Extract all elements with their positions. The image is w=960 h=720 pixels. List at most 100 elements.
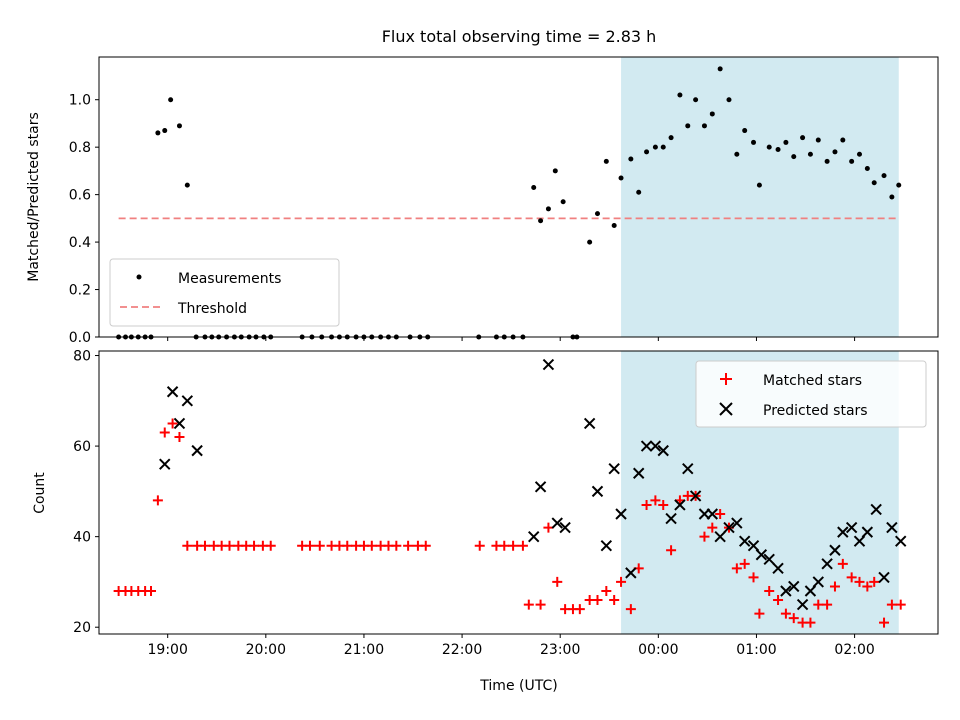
predicted-star-point — [559, 521, 571, 534]
top-observing-window-shade — [621, 57, 899, 337]
measurement-point — [800, 135, 806, 141]
measurement-point — [545, 206, 551, 212]
predicted-star-point — [763, 553, 775, 565]
measurement-point — [162, 128, 168, 134]
x-tick-label: 00:00 — [638, 642, 678, 658]
matched-star-point — [167, 418, 178, 429]
matched-star-point — [773, 595, 784, 606]
matched-star-point — [616, 576, 627, 587]
top-legend: Measurements Threshold — [109, 258, 340, 327]
predicted-star-point — [714, 530, 726, 543]
matched-star-point — [879, 617, 890, 628]
matched-star-point — [609, 595, 620, 606]
measurement-point — [766, 144, 772, 150]
matched-star-point — [174, 432, 185, 443]
matched-star-point — [159, 427, 170, 438]
predicted-star-point — [723, 521, 735, 534]
bottom-plot-frame — [98, 350, 939, 635]
matched-star-point — [304, 540, 315, 551]
matched-star-point — [517, 540, 528, 551]
matched-star-point — [869, 576, 880, 587]
predicted-star-point — [796, 598, 809, 611]
matched-star-point — [739, 558, 750, 569]
predicted-star-point — [173, 417, 186, 430]
measurement-point — [560, 199, 566, 205]
matched-star-point — [474, 540, 485, 551]
measurement-point — [652, 144, 658, 150]
predicted-star-point — [528, 530, 540, 543]
measurement-points — [116, 66, 902, 340]
matched-star-point — [650, 495, 661, 506]
measurement-point — [552, 168, 558, 174]
predicted-star-point — [640, 440, 653, 452]
matched-star-point — [199, 540, 210, 551]
measurement-point — [726, 97, 732, 103]
predicted-star-point — [895, 535, 907, 547]
matched-star-points — [113, 418, 906, 628]
predicted-star-point — [780, 585, 792, 597]
bottom-legend: Matched stars Predicted stars — [695, 360, 927, 428]
predicted-star-point — [181, 395, 194, 407]
matched-star-point — [805, 617, 816, 628]
predicted-star-point — [534, 481, 547, 493]
x-tick-label: 01:00 — [736, 642, 776, 658]
top-y-tick-label: 0.4 — [69, 235, 91, 251]
predicted-star-point — [812, 576, 824, 588]
matched-star-point — [499, 540, 510, 551]
measurement-point — [155, 130, 161, 136]
matched-star-point — [574, 604, 585, 615]
matched-star-point — [543, 522, 554, 533]
matched-star-point — [508, 540, 519, 551]
measurement-point — [531, 185, 537, 191]
predicted-star-point — [804, 585, 817, 597]
bottom-axis-ticks: 19:00 20:00 21:00 22:00 23:00 00:00 01:00 02:00… — [73, 349, 875, 658]
matched-star-point — [788, 613, 799, 624]
measurement-point — [775, 147, 781, 153]
measurement-point — [824, 158, 830, 164]
matched-star-point — [829, 581, 840, 592]
matched-star-point — [601, 585, 612, 596]
matched-star-point — [862, 581, 873, 592]
predicted-star-point — [731, 517, 743, 529]
bottom-y-tick-label: 20 — [73, 620, 91, 636]
matched-star-point — [535, 599, 546, 610]
matched-star-point — [403, 540, 414, 551]
matched-star-point — [731, 563, 742, 574]
matched-star-point — [895, 599, 906, 610]
measurement-point — [815, 137, 821, 143]
matched-star-point — [813, 599, 824, 610]
measurement-point — [168, 97, 174, 103]
legend-matched-label: Matched stars — [763, 373, 862, 389]
matched-star-point — [420, 540, 431, 551]
measurement-point — [618, 175, 624, 181]
top-y-tick-label: 0.6 — [69, 188, 91, 204]
top-plot-frame — [98, 56, 939, 338]
bottom-y-tick-label: 60 — [73, 439, 91, 455]
matched-star-point — [754, 608, 765, 619]
measurement-point — [783, 139, 789, 145]
x-axis-label: Time (UTC) — [479, 678, 557, 694]
measurement-point — [636, 189, 642, 195]
measurement-point — [849, 158, 855, 164]
predicted-star-point — [837, 526, 849, 538]
legend-matched-marker — [720, 373, 732, 385]
matched-star-point — [391, 540, 402, 551]
predicted-star-point — [191, 444, 203, 457]
matched-star-point — [699, 531, 710, 542]
measurement-point — [832, 149, 838, 155]
top-y-axis-label: Matched/Predicted stars — [26, 112, 42, 282]
measurement-point — [791, 154, 797, 160]
predicted-star-point — [689, 490, 702, 502]
measurement-point — [184, 182, 190, 188]
predicted-star-point — [674, 499, 686, 511]
x-tick-label: 20:00 — [246, 642, 286, 658]
measurement-point — [840, 137, 846, 143]
predicted-star-point — [665, 512, 677, 525]
predicted-star-point — [845, 521, 858, 534]
predicted-star-point — [591, 485, 604, 498]
matched-star-point — [224, 540, 235, 551]
matched-star-point — [625, 604, 636, 615]
bottom-panel: 19:00 20:00 21:00 22:00 23:00 00:00 01:00 02:00… — [32, 349, 939, 694]
matched-star-point — [780, 608, 791, 619]
